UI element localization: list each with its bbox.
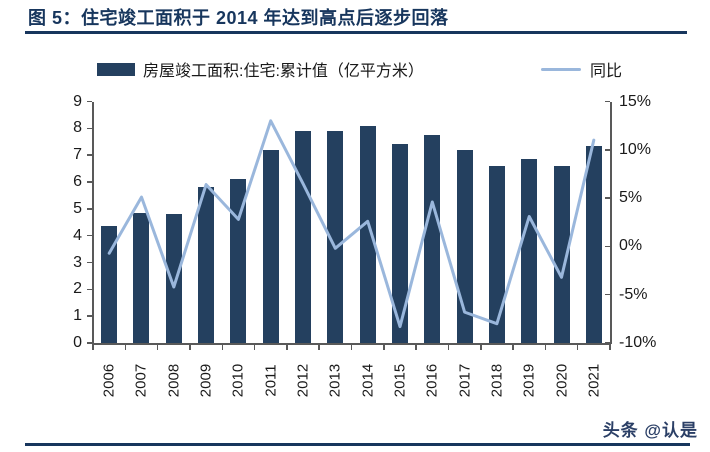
x-axis-label-2011: 2011 xyxy=(262,364,280,397)
x-axis-tick xyxy=(383,344,385,350)
x-axis-label-2014: 2014 xyxy=(359,363,377,398)
y-left-tick xyxy=(87,342,92,344)
x-axis-label-2019: 2019 xyxy=(520,363,538,398)
y-left-tick-label: 1 xyxy=(73,307,82,325)
y-right-tick xyxy=(605,149,610,151)
x-axis-tick xyxy=(480,344,482,350)
y-left-tick xyxy=(87,315,92,317)
x-axis-tick xyxy=(124,344,127,350)
y-right-tick-label: 0% xyxy=(619,237,643,255)
x-axis-label-2018: 2018 xyxy=(488,363,506,398)
y-left-tick-label: 8 xyxy=(73,119,82,137)
y-left-tick xyxy=(87,208,92,210)
y-axis-left xyxy=(92,101,94,344)
bar-2006 xyxy=(101,226,118,343)
x-axis-tick xyxy=(609,344,611,350)
x-axis-tick xyxy=(318,344,320,350)
bar-series-label: 房屋竣工面积:住宅:累计值（亿平方米） xyxy=(143,63,424,80)
x-axis-tick xyxy=(221,344,223,350)
x-axis-tick xyxy=(253,344,256,350)
bar-2009 xyxy=(198,187,215,343)
x-axis-tick xyxy=(156,344,159,350)
bar-2016 xyxy=(424,135,441,343)
x-axis-label-2017: 2017 xyxy=(456,363,474,398)
y-right-tick xyxy=(605,245,610,248)
bar-2013 xyxy=(327,131,344,343)
y-left-tick xyxy=(87,288,92,291)
y-right-tick xyxy=(605,100,610,103)
x-axis-label-2010: 2010 xyxy=(229,363,247,398)
watermark-toutiao: 头条 @认是 xyxy=(602,421,698,440)
x-axis-tick xyxy=(92,344,94,350)
bar-2014 xyxy=(359,125,376,343)
y-left-tick-label: 6 xyxy=(73,173,82,190)
y-left-tick-label: 2 xyxy=(73,280,82,298)
bar-2015 xyxy=(391,144,408,343)
y-left-tick xyxy=(87,181,92,183)
x-axis-tick xyxy=(544,344,547,350)
bar-2021 xyxy=(585,145,602,343)
bar-2007 xyxy=(133,212,150,343)
y-right-tick-label: -10% xyxy=(619,334,657,351)
y-left-tick xyxy=(87,127,92,130)
y-left-tick-label: 3 xyxy=(73,253,82,271)
y-right-tick-label: 10% xyxy=(619,140,652,158)
bar-series-swatch xyxy=(97,62,135,76)
x-axis-label-2007: 2007 xyxy=(132,363,150,398)
x-axis-tick xyxy=(415,344,417,350)
x-axis xyxy=(92,343,611,345)
y-left-tick xyxy=(87,100,92,103)
title-underline xyxy=(25,31,687,34)
x-axis-label-2021: 2021 xyxy=(585,363,603,398)
y-left-tick xyxy=(87,154,92,156)
x-axis-tick xyxy=(576,344,579,350)
legend-item-bar-series: 房屋竣工面积:住宅:累计值（亿平方米） xyxy=(97,57,424,81)
x-axis-label-2006: 2006 xyxy=(100,363,118,398)
y-right-tick xyxy=(605,342,610,344)
chart-title: 图 5：住宅竣工面积于 2014 年达到高点后逐步回落 xyxy=(28,8,449,28)
x-axis-tick xyxy=(350,344,353,350)
bar-2012 xyxy=(295,131,312,343)
line-series-label: 同比 xyxy=(590,63,623,80)
y-right-tick-label: -5% xyxy=(619,285,648,303)
x-axis-label-2008: 2008 xyxy=(165,363,183,398)
bar-2008 xyxy=(165,214,182,343)
x-axis-label-2016: 2016 xyxy=(423,363,441,398)
x-axis-tick xyxy=(447,344,450,350)
bar-2010 xyxy=(230,179,247,343)
y-right-tick-label: 15% xyxy=(619,92,652,110)
y-right-tick-label: 5% xyxy=(619,189,643,207)
line-series-swatch xyxy=(541,67,581,71)
x-axis-label-2020: 2020 xyxy=(553,363,571,398)
y-left-tick-label: 9 xyxy=(73,92,82,110)
y-axis-right xyxy=(610,101,612,344)
y-left-tick xyxy=(87,261,92,264)
y-left-tick-label: 0 xyxy=(73,334,82,351)
bar-2019 xyxy=(521,159,538,343)
x-axis-tick xyxy=(286,344,288,350)
bottom-rule xyxy=(25,443,690,446)
y-left-tick-label: 7 xyxy=(73,146,82,164)
legend-item-line-series: 同比 xyxy=(541,57,622,81)
y-right-tick xyxy=(605,293,610,296)
x-axis-label-2015: 2015 xyxy=(391,363,409,398)
bar-2017 xyxy=(456,149,473,343)
y-left-tick-label: 5 xyxy=(73,199,82,217)
bar-2011 xyxy=(262,149,279,343)
x-axis-tick xyxy=(512,344,514,350)
bar-2018 xyxy=(488,165,505,343)
x-axis-label-2013: 2013 xyxy=(326,363,344,398)
bar-2020 xyxy=(553,165,570,343)
y-left-tick xyxy=(87,234,92,237)
x-axis-tick xyxy=(189,344,191,350)
x-axis-label-2009: 2009 xyxy=(197,363,215,398)
y-left-tick-label: 4 xyxy=(73,226,82,244)
x-axis-label-2012: 2012 xyxy=(294,363,312,398)
y-right-tick xyxy=(605,197,610,199)
